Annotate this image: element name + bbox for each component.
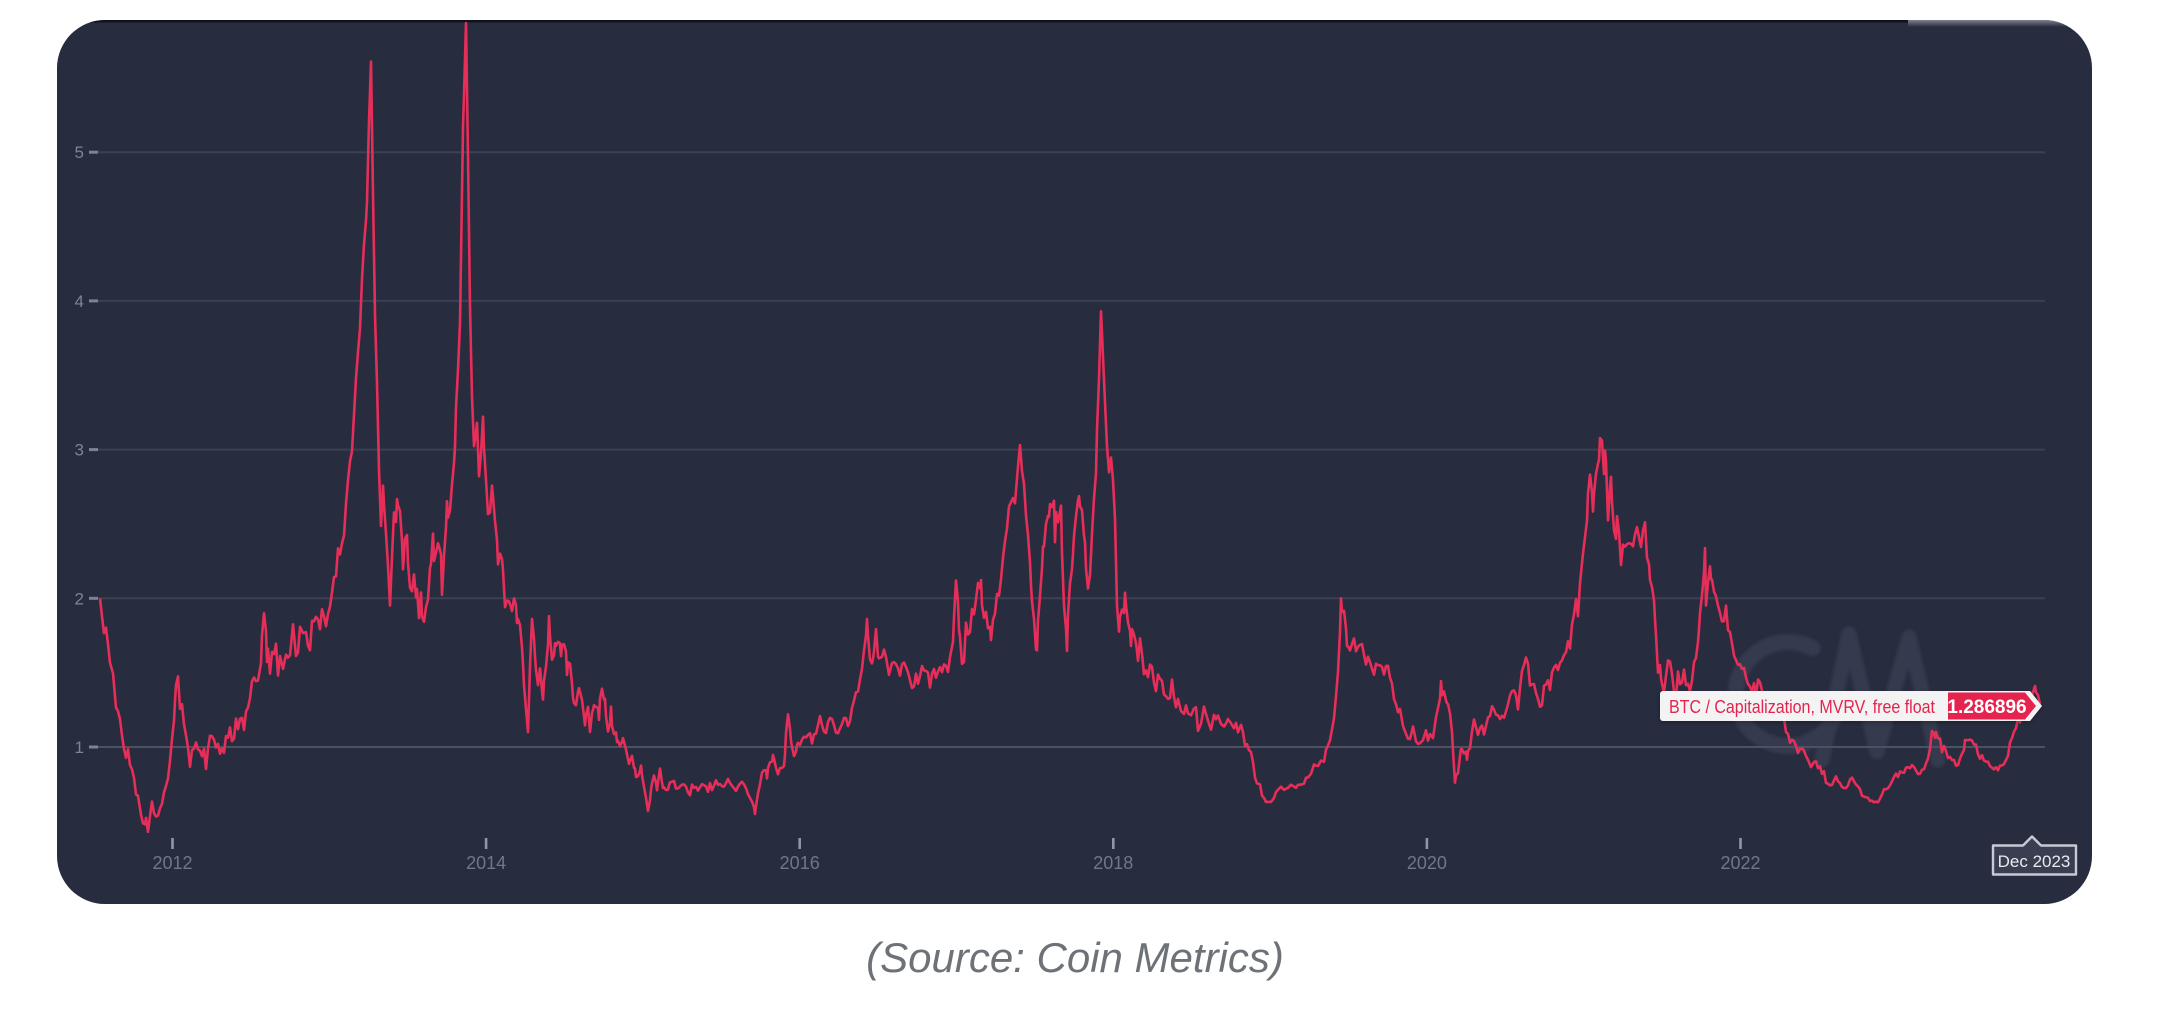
svg-text:4: 4 bbox=[75, 292, 84, 311]
svg-text:3: 3 bbox=[75, 441, 84, 460]
svg-text:1.286896: 1.286896 bbox=[1947, 697, 2026, 718]
svg-text:Dec 2023: Dec 2023 bbox=[1998, 852, 2071, 871]
svg-text:2018: 2018 bbox=[1093, 853, 1133, 873]
svg-text:(Source: Coin Metrics): (Source: Coin Metrics) bbox=[866, 934, 1284, 981]
svg-text:2020: 2020 bbox=[1407, 853, 1447, 873]
svg-text:1: 1 bbox=[75, 738, 84, 757]
svg-text:2014: 2014 bbox=[466, 853, 506, 873]
svg-text:BTC / Capitalization, MVRV, fr: BTC / Capitalization, MVRV, free float bbox=[1669, 696, 1935, 717]
svg-text:2: 2 bbox=[75, 589, 84, 608]
svg-text:2016: 2016 bbox=[780, 853, 820, 873]
svg-text:2022: 2022 bbox=[1720, 853, 1760, 873]
svg-text:2012: 2012 bbox=[152, 853, 192, 873]
svg-text:5: 5 bbox=[75, 143, 84, 162]
